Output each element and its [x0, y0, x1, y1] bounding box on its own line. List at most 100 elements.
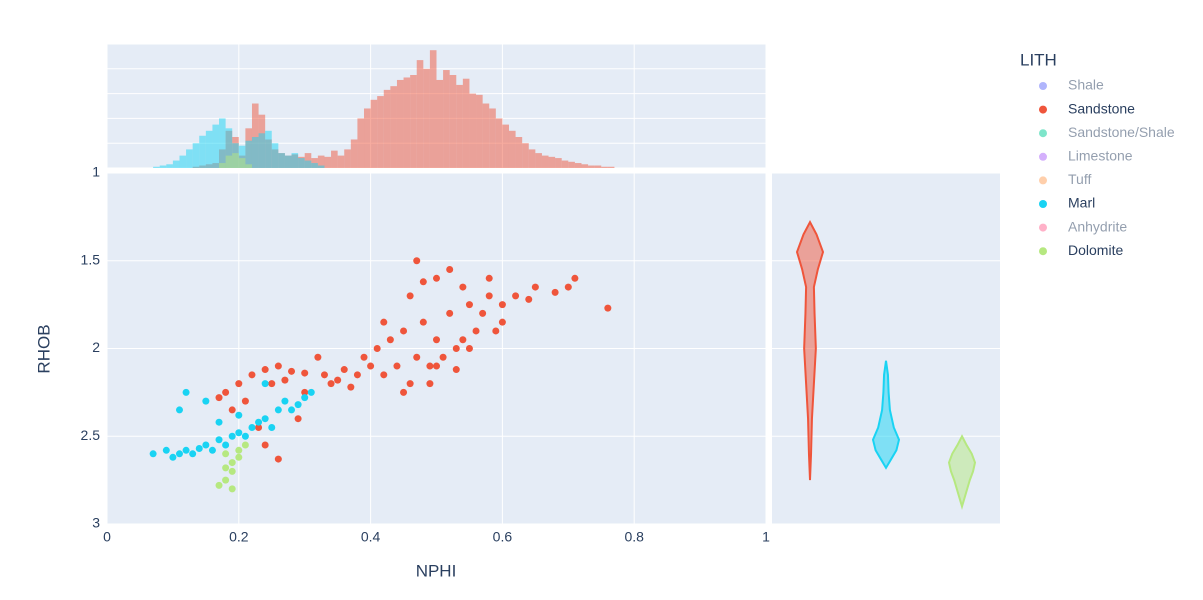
scatter-point — [228, 467, 236, 475]
histogram-bar — [370, 99, 378, 168]
scatter-point — [228, 432, 236, 440]
scatter-point — [307, 388, 315, 396]
legend-item[interactable]: Dolomite — [1039, 242, 1123, 258]
scatter-point — [215, 418, 223, 426]
scatter-point — [340, 366, 348, 374]
scatter-point — [235, 453, 243, 461]
histogram-bar — [364, 108, 371, 168]
scatter-point — [235, 446, 243, 454]
scatter-point — [175, 406, 183, 414]
histogram-bar — [251, 137, 259, 168]
scatter-point — [274, 406, 282, 414]
histogram-bar — [528, 149, 536, 168]
histogram-bar — [489, 108, 496, 168]
histogram-bar — [429, 50, 437, 169]
legend-label: Dolomite — [1068, 242, 1123, 258]
scatter-point — [419, 318, 427, 326]
scatter-point — [268, 423, 276, 431]
scatter-point — [459, 336, 467, 344]
histogram-bar — [245, 140, 252, 168]
histogram-bar — [337, 155, 345, 168]
scatter-point — [261, 366, 269, 374]
scatter-point — [195, 445, 203, 453]
histogram-bar — [390, 86, 397, 168]
scatter-point — [327, 380, 335, 388]
scatter-point — [222, 476, 230, 484]
scatter-point — [255, 418, 263, 426]
scatter-point — [465, 345, 473, 352]
histogram-bar — [548, 156, 556, 168]
histogram-bar — [172, 160, 180, 168]
legend-item[interactable]: Marl — [1039, 195, 1095, 211]
histogram-bar — [258, 133, 266, 168]
scatter-point — [492, 327, 500, 335]
scatter-point — [433, 336, 440, 344]
scatter-point — [301, 369, 309, 377]
x-tick-label: 0.6 — [493, 529, 513, 545]
scatter-point — [294, 415, 302, 423]
y-tick-label: 1.5 — [81, 251, 101, 267]
scatter-point — [261, 441, 269, 449]
scatter-point — [268, 380, 276, 388]
scatter-point — [367, 362, 375, 370]
legend-label: Sandstone/Shale — [1068, 124, 1175, 140]
scatter-point — [169, 453, 177, 461]
scatter-point — [189, 450, 197, 458]
scatter-point — [182, 388, 190, 396]
legend-marker — [1039, 105, 1047, 114]
y-tick-label: 2 — [92, 339, 100, 355]
histogram-bar — [324, 156, 332, 168]
scatter-point — [604, 304, 612, 312]
scatter-point — [301, 388, 309, 396]
histogram-bar — [219, 118, 226, 168]
legend-item[interactable]: Limestone — [1039, 148, 1133, 164]
scatter-point — [222, 441, 230, 449]
scatter-point — [175, 450, 183, 458]
histogram-bar — [265, 130, 272, 168]
x-tick-label: 0.4 — [361, 529, 381, 545]
scatter-point — [228, 485, 236, 493]
histogram-bar — [574, 163, 582, 168]
histogram-bar — [416, 60, 424, 169]
scatter-point — [373, 345, 381, 352]
scatter-point — [228, 459, 236, 467]
scatter-point — [162, 446, 170, 454]
scatter-point — [241, 397, 249, 405]
histogram-bar — [456, 84, 463, 168]
legend-marker — [1039, 152, 1047, 161]
legend-item[interactable]: Sandstone/Shale — [1039, 124, 1175, 140]
legend-marker — [1039, 223, 1047, 232]
scatter-point — [426, 362, 434, 370]
scatter-point — [235, 411, 243, 419]
histogram-bar — [377, 96, 384, 168]
histogram-bar — [304, 160, 312, 168]
histogram-bar — [291, 153, 299, 168]
histogram-bar — [317, 165, 325, 168]
histogram-bar — [522, 143, 529, 168]
scatter-point — [564, 283, 572, 291]
scatter-point — [248, 371, 256, 379]
scatter-point — [459, 283, 467, 291]
y-tick-label: 1 — [92, 164, 100, 180]
legend-item[interactable]: Shale — [1039, 77, 1104, 93]
histogram-bar — [561, 160, 569, 168]
histogram-bar — [482, 103, 490, 168]
histogram-bar — [186, 149, 193, 168]
histogram-bar — [159, 165, 167, 168]
scatter-point — [531, 283, 539, 291]
scatter-point — [228, 406, 236, 414]
legend-item[interactable]: Sandstone — [1039, 100, 1135, 116]
histogram-bar — [192, 143, 200, 168]
histogram-bar — [581, 164, 589, 168]
scatter-point — [314, 353, 322, 361]
legend-label: Limestone — [1068, 148, 1133, 164]
legend-item[interactable]: Anhydrite — [1039, 218, 1127, 234]
scatter-point — [400, 388, 408, 396]
legend-item[interactable]: Tuff — [1039, 171, 1091, 187]
histogram-bar — [238, 158, 246, 168]
histogram-bar — [225, 155, 233, 168]
scatter-point — [413, 353, 421, 361]
legend-marker — [1039, 82, 1047, 90]
scatter-point — [235, 429, 243, 437]
scatter-point — [149, 450, 157, 458]
